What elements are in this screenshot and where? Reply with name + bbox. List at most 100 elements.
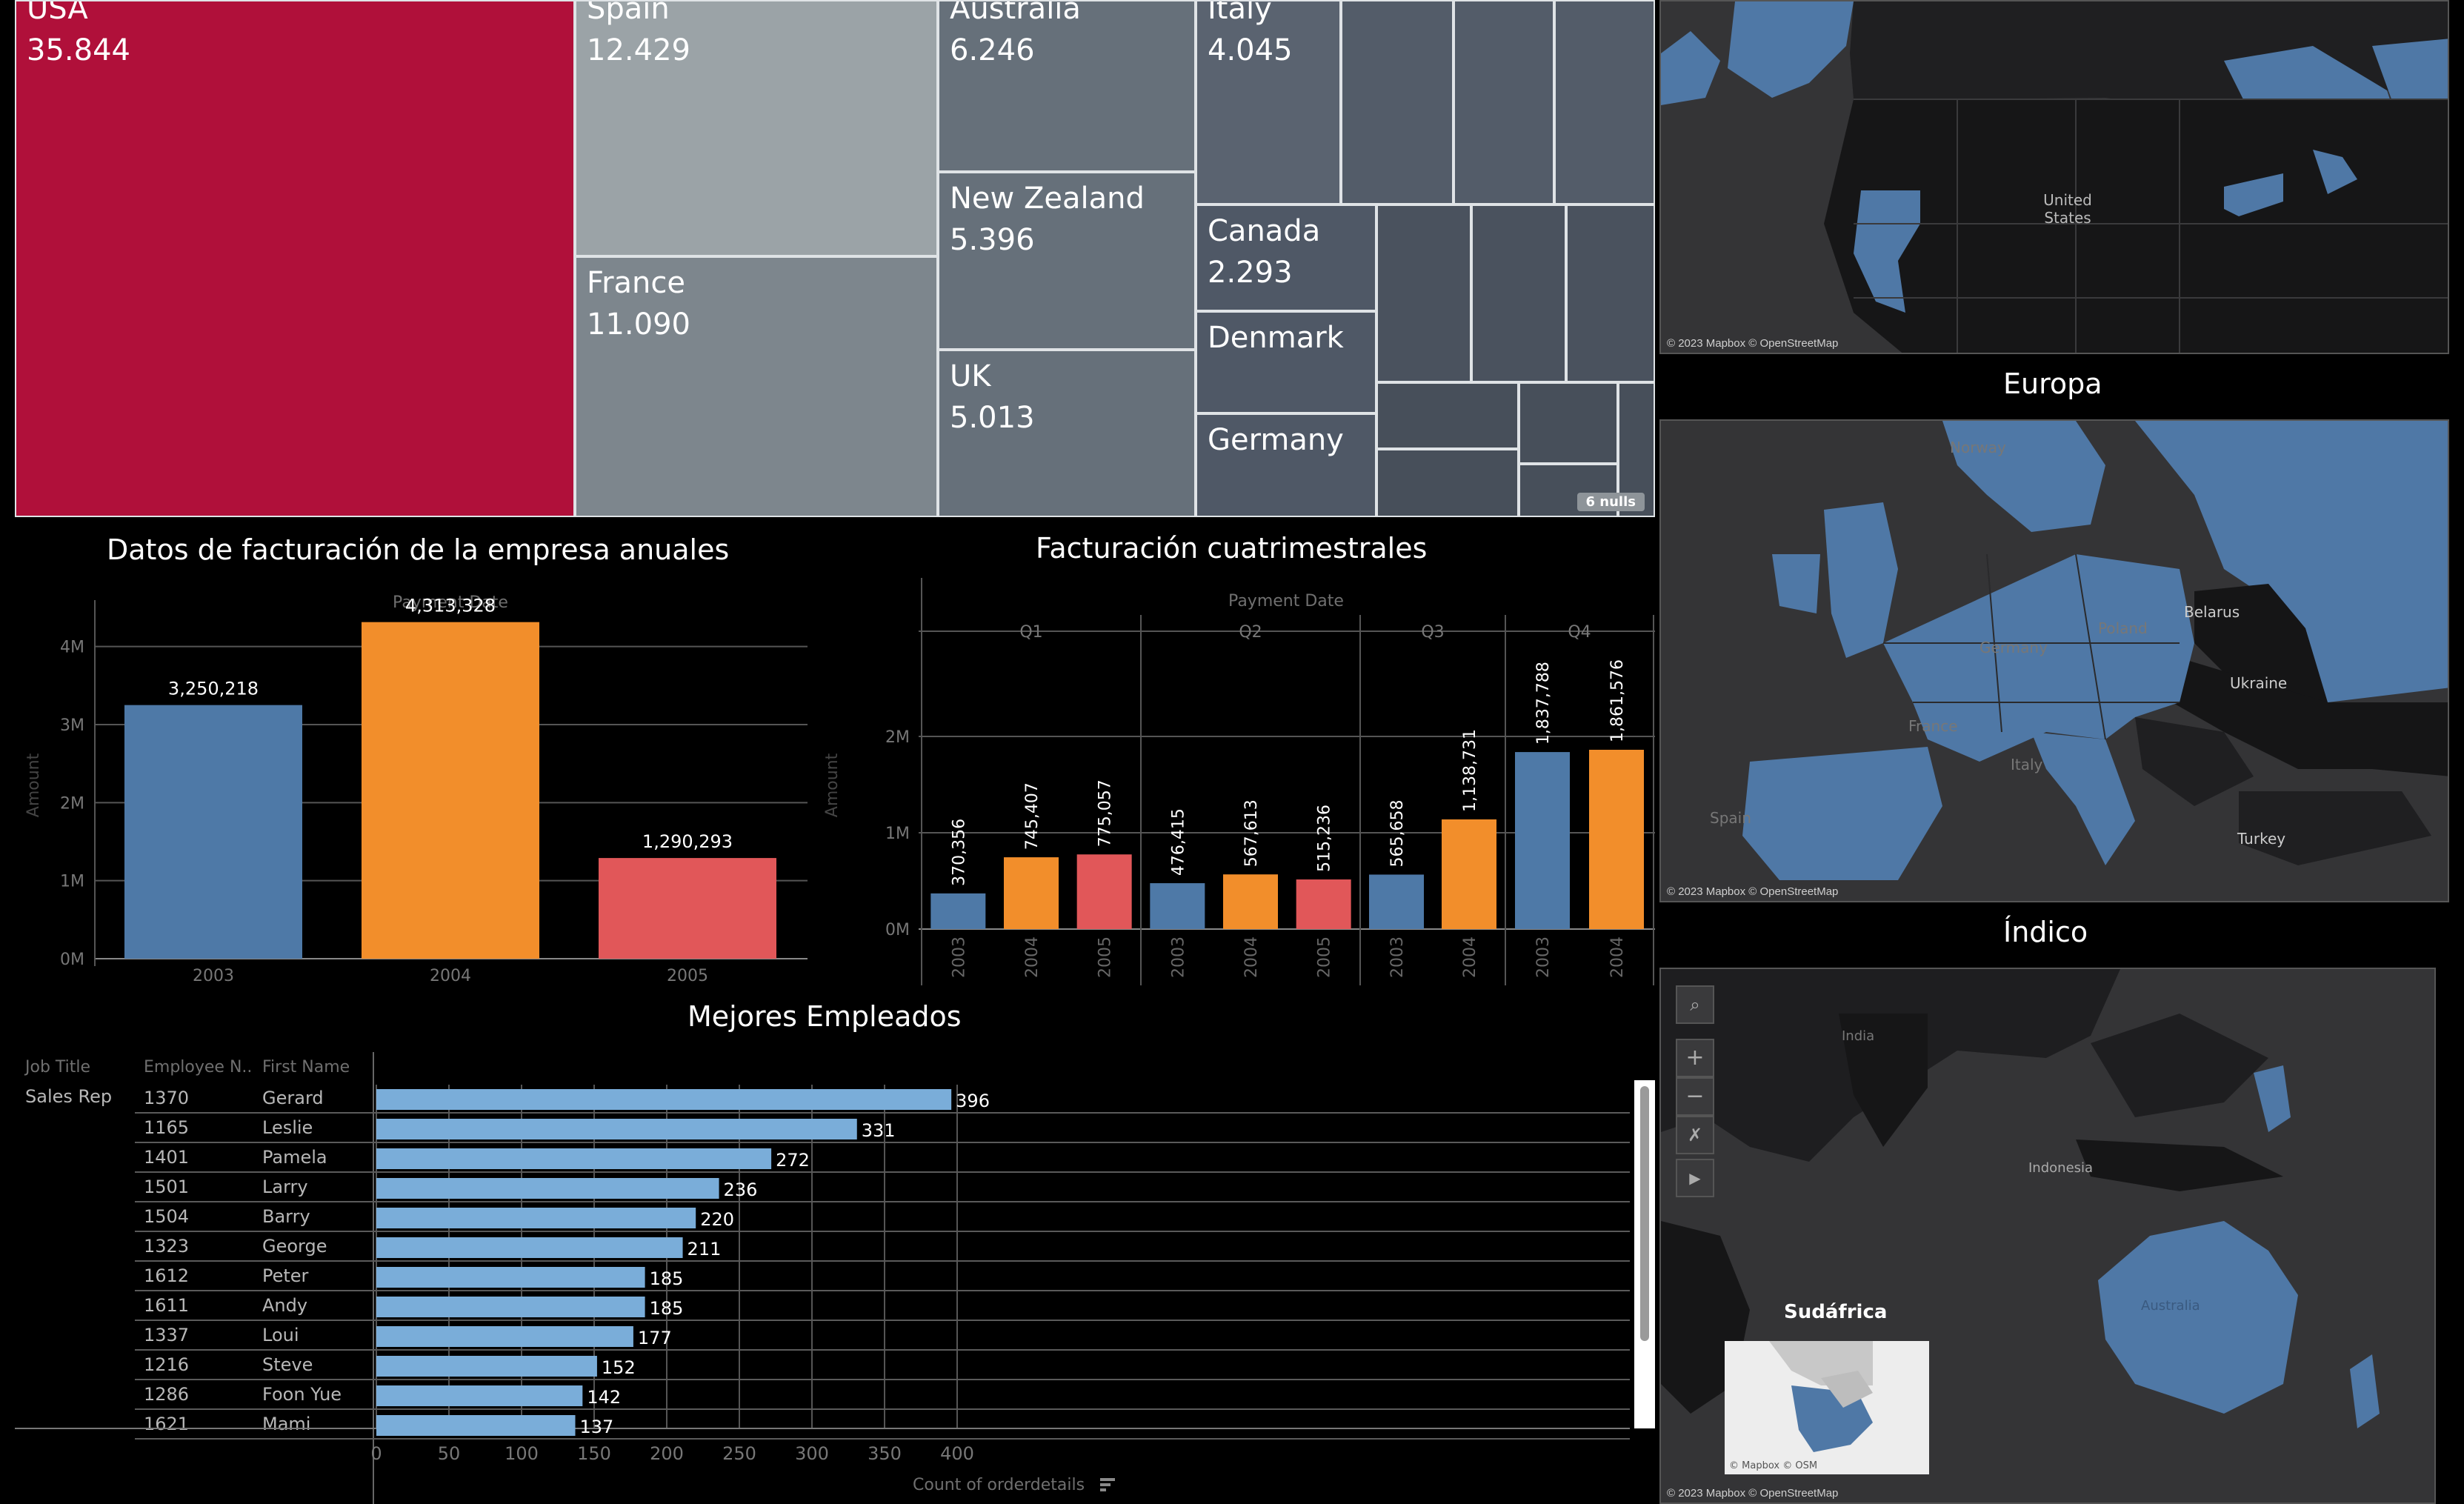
map-label-united-states: United States bbox=[2043, 191, 2092, 227]
treemap-cell-france[interactable]: France 11.090 bbox=[575, 256, 938, 517]
x-tick-label: 2004 bbox=[430, 967, 471, 985]
treemap-cell-australia[interactable]: Australia 6.246 bbox=[938, 0, 1196, 172]
map-label: Turkey bbox=[2237, 830, 2286, 848]
map-label: Spain bbox=[1710, 809, 1751, 827]
employee-number[interactable]: 1165 bbox=[144, 1117, 190, 1138]
treemap-value: 5.013 bbox=[950, 401, 1035, 435]
sort-descending-icon[interactable] bbox=[1098, 1476, 1117, 1495]
map-label: Germany bbox=[1979, 639, 2048, 656]
map-label: France bbox=[1908, 717, 1958, 735]
data-label: 152 bbox=[602, 1357, 636, 1378]
employees-title: Mejores Empleados bbox=[687, 1000, 962, 1033]
bar bbox=[376, 1237, 683, 1258]
employee-number[interactable]: 1621 bbox=[144, 1414, 190, 1434]
treemap-value: 12.429 bbox=[587, 33, 690, 67]
treemap-cell[interactable] bbox=[1554, 0, 1655, 204]
employee-number[interactable]: 1370 bbox=[144, 1088, 190, 1108]
x-tick-label: 100 bbox=[505, 1443, 539, 1464]
employee-first-name[interactable]: Loui bbox=[262, 1325, 299, 1345]
data-label: 1,861,576 bbox=[1608, 659, 1627, 742]
inset-map-south-africa[interactable]: © Mapbox © OSM bbox=[1725, 1341, 1929, 1474]
treemap-cell-new-zealand[interactable]: New Zealand 5.396 bbox=[938, 172, 1196, 350]
europe-title: Europa bbox=[2003, 367, 2102, 400]
y-tick-label: 4M bbox=[60, 639, 84, 657]
nulls-badge[interactable]: 6 nulls bbox=[1576, 493, 1645, 511]
x-tick-label: 200 bbox=[650, 1443, 684, 1464]
employee-number[interactable]: 1611 bbox=[144, 1295, 190, 1316]
treemap-cell[interactable] bbox=[1376, 449, 1519, 517]
employee-number[interactable]: 1286 bbox=[144, 1384, 190, 1405]
employee-first-name[interactable]: George bbox=[262, 1236, 327, 1257]
employee-number[interactable]: 1216 bbox=[144, 1354, 190, 1375]
employee-first-name[interactable]: Mami bbox=[262, 1414, 311, 1434]
scrollbar-track[interactable] bbox=[1634, 1080, 1655, 1428]
zoom-in-button[interactable]: + bbox=[1676, 1039, 1714, 1077]
treemap-value: 35.844 bbox=[27, 33, 130, 67]
y-tick-label: 2M bbox=[60, 794, 84, 813]
employee-number[interactable]: 1612 bbox=[144, 1265, 190, 1286]
treemap-cell-canada[interactable]: Canada 2.293 bbox=[1196, 204, 1376, 311]
map-indico[interactable]: ⌕ + − ✗ ▶ India Indonesia Australia Sudá… bbox=[1659, 968, 2436, 1504]
treemap-cell[interactable] bbox=[1454, 0, 1554, 204]
treemap-cell-usa[interactable]: USA 35.844 bbox=[15, 0, 575, 517]
employee-first-name[interactable]: Larry bbox=[262, 1177, 308, 1197]
x-tick-label: 2004 bbox=[1461, 936, 1479, 978]
treemap-cell-denmark[interactable]: Denmark bbox=[1196, 311, 1376, 413]
data-label: 185 bbox=[650, 1268, 684, 1289]
employee-number[interactable]: 1337 bbox=[144, 1325, 190, 1345]
col-header-name[interactable]: First Name bbox=[262, 1058, 350, 1077]
bar bbox=[930, 893, 986, 929]
bar bbox=[124, 705, 302, 959]
employee-first-name[interactable]: Steve bbox=[262, 1354, 313, 1375]
employee-first-name[interactable]: Foon Yue bbox=[262, 1384, 342, 1405]
map-north-america[interactable]: United States © 2023 Mapbox © OpenStreet… bbox=[1659, 0, 2449, 354]
play-icon[interactable]: ▶ bbox=[1676, 1159, 1714, 1197]
treemap-cell[interactable] bbox=[1471, 204, 1566, 382]
scrollbar-thumb[interactable] bbox=[1640, 1086, 1649, 1341]
map-europe[interactable]: Norway Poland Belarus Germany Ukraine Fr… bbox=[1659, 419, 2449, 902]
treemap-cell-germany[interactable]: Germany bbox=[1196, 413, 1376, 517]
y-tick-label: 3M bbox=[60, 716, 84, 735]
x-tick-label: 300 bbox=[795, 1443, 829, 1464]
inset-credit: © Mapbox © OSM bbox=[1729, 1460, 1818, 1471]
annual-chart: Payment Date Amount 0M 1M 2M 3M 4M 3,250,218 200… bbox=[24, 593, 808, 985]
annual-chart-title: Datos de facturación de la empresa anual… bbox=[107, 533, 730, 566]
map-credit: © 2023 Mapbox © OpenStreetMap bbox=[1667, 337, 1839, 350]
treemap-cell[interactable] bbox=[1566, 204, 1655, 382]
pin-icon[interactable]: ✗ bbox=[1676, 1116, 1714, 1154]
bar bbox=[376, 1208, 696, 1228]
bar bbox=[376, 1267, 645, 1288]
treemap-value: 4.045 bbox=[1208, 33, 1293, 67]
treemap-cell[interactable] bbox=[1519, 382, 1618, 464]
col-header-number[interactable]: Employee N.. bbox=[144, 1058, 253, 1077]
employee-first-name[interactable]: Peter bbox=[262, 1265, 309, 1286]
map-credit: © 2023 Mapbox © OpenStreetMap bbox=[1667, 885, 1839, 898]
employee-number[interactable]: 1504 bbox=[144, 1206, 190, 1227]
employee-number[interactable]: 1323 bbox=[144, 1236, 190, 1257]
treemap-label: Canada bbox=[1208, 214, 1321, 248]
x-tick-label: 2005 bbox=[1096, 936, 1115, 978]
employee-number[interactable]: 1501 bbox=[144, 1177, 190, 1197]
bar bbox=[376, 1089, 952, 1110]
employee-first-name[interactable]: Andy bbox=[262, 1295, 308, 1316]
treemap-cell-spain[interactable]: Spain 12.429 bbox=[575, 0, 938, 256]
treemap-cell-italy[interactable]: Italy 4.045 bbox=[1196, 0, 1341, 204]
y-tick-label: 0M bbox=[60, 951, 84, 969]
treemap-cell[interactable] bbox=[1376, 382, 1519, 449]
data-label: 565,658 bbox=[1388, 799, 1407, 867]
map-search-button[interactable]: ⌕ bbox=[1676, 985, 1714, 1024]
x-tick-label: 2005 bbox=[1316, 936, 1334, 978]
data-label: 515,236 bbox=[1316, 805, 1334, 872]
treemap-cell[interactable] bbox=[1376, 204, 1471, 382]
treemap-cell[interactable] bbox=[1341, 0, 1454, 204]
employee-first-name[interactable]: Gerard bbox=[262, 1088, 324, 1108]
zoom-out-button[interactable]: − bbox=[1676, 1077, 1714, 1116]
employee-first-name[interactable]: Barry bbox=[262, 1206, 310, 1227]
treemap-label: USA bbox=[27, 0, 88, 26]
treemap-cell-uk[interactable]: UK 5.013 bbox=[938, 350, 1196, 517]
employee-first-name[interactable]: Leslie bbox=[262, 1117, 313, 1138]
employee-first-name[interactable]: Pamela bbox=[262, 1147, 327, 1168]
data-label: 567,613 bbox=[1242, 799, 1261, 867]
employee-number[interactable]: 1401 bbox=[144, 1147, 190, 1168]
col-header-job[interactable]: Job Title bbox=[25, 1058, 91, 1077]
